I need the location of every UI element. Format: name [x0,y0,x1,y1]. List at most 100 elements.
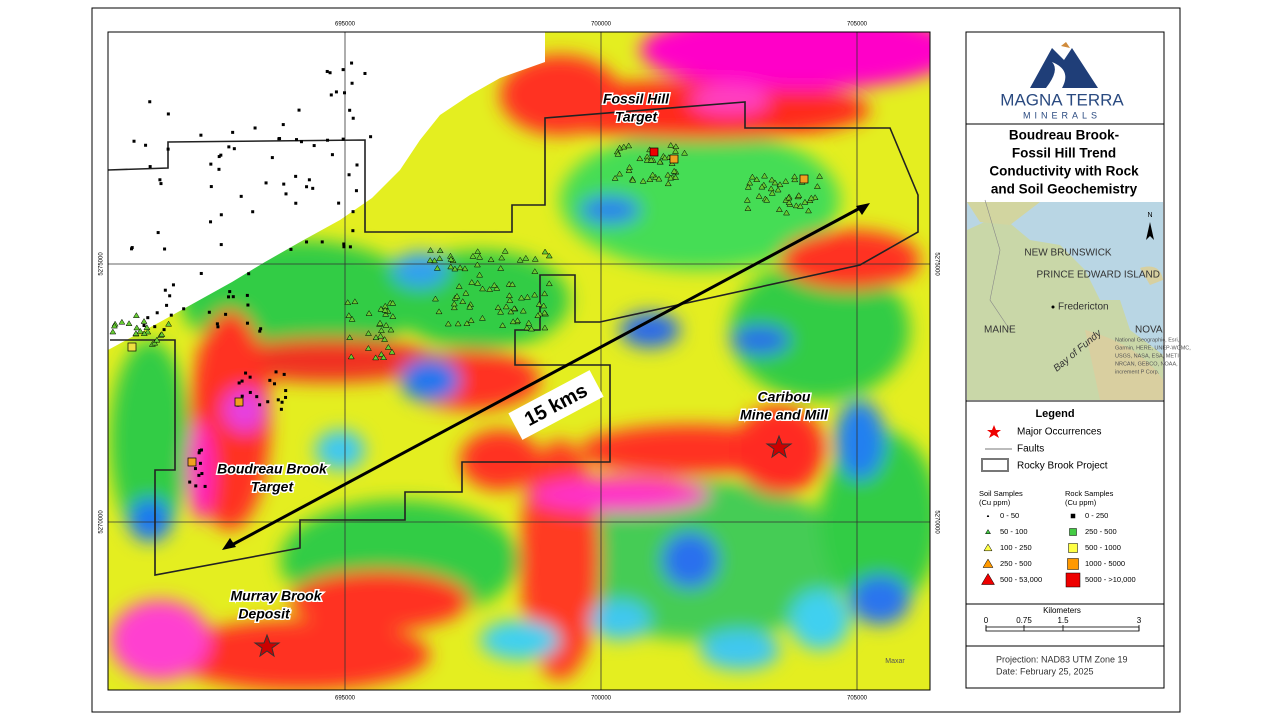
rock-sample [245,321,249,325]
soil-sample [110,322,118,329]
soil-sample [646,176,654,182]
soil-sample [498,254,506,261]
rock-sample [219,243,223,247]
rock-sample [341,137,345,141]
rock-sample [253,126,257,130]
rock-symbol [1068,543,1078,553]
rock-sample [305,240,309,244]
rock-sample [244,371,248,375]
rock-sample [203,484,207,488]
soil-sample [144,328,152,335]
soil-sample [667,141,675,148]
inset-label: PRINCE EDWARD ISLAND [1036,270,1160,281]
soil-sample [510,305,518,311]
rock-sample [369,135,373,139]
rock-symbol [1070,513,1076,519]
soil-sample [672,148,679,154]
rock-sample [251,210,255,214]
project-boundary [108,101,919,576]
soil-sample [431,257,438,264]
conductivity-patch [128,498,172,542]
conductivity-patch [580,196,640,224]
rock-sample [217,155,221,159]
grid-label: 695000 [335,22,356,28]
rock-sample [215,322,219,326]
inset-city [1051,305,1055,309]
legend-classes: 0 - 50 0 - 250 50 - 100 250 - 500 100 - 250 5… [981,511,1136,588]
soil-sample [384,343,392,350]
rock-sample [146,316,150,320]
rock-sample [216,325,220,329]
rock-sample [350,61,354,65]
soil-sample [768,189,776,196]
conductivity-patch [110,600,210,680]
rock-sample [163,247,167,251]
soil-sample [346,334,354,341]
title: and Soil Geochemistry [991,182,1138,197]
rock-sample [294,174,298,178]
soil-sample [109,328,117,335]
soil-title: Soil Samples [979,489,1023,498]
soil-sample [377,305,385,312]
rock-sample [199,448,203,452]
grid-label: 5270000 [99,510,105,534]
soil-sample [519,307,527,314]
soil-sample [744,183,752,190]
soil-sample [388,348,396,355]
soil-sample [461,265,469,272]
soil-sample [499,322,507,328]
soil-sample [805,207,812,214]
imagery-credit: Maxar [885,658,905,665]
legend-item: Rocky Brook Project [1017,461,1108,472]
soil-sample [527,325,535,332]
soil-sample [505,292,513,299]
inset-map: NEW BRUNSWICK Fredericton MAINE PRINCE E… [967,199,1191,400]
soil-symbol [985,529,991,534]
soil-sample [531,291,539,298]
soil-sample [469,252,477,259]
soil-sample [478,314,486,321]
conductivity-patch [110,340,190,540]
rock-sample [132,139,136,143]
soil-sample [611,174,619,181]
rock-sample [341,68,345,72]
soil-sample [153,336,161,343]
rock-class: 250 - 500 [1085,527,1117,536]
rock-sample [342,245,346,249]
logo-river [1046,62,1066,88]
soil-sample [763,196,771,203]
soil-sample [534,312,542,319]
conductivity-patch [640,32,930,90]
soil-sample [545,280,553,287]
soil-sample [775,206,783,212]
soil-sample [487,256,495,263]
target-label: Target [251,479,295,495]
rock-symbol [1069,528,1077,536]
conductivity [110,32,930,690]
soil-sample [523,293,531,300]
conductivity-patch [620,312,680,348]
legend-star [987,425,1001,438]
soil-sample [522,254,530,261]
soil-sample [545,252,553,259]
soil-sample [791,176,799,183]
attribution: NRCAN, GEBCO, NOAA, [1115,361,1178,367]
inset-label: MAINE [984,325,1016,336]
soil-sample [463,320,471,326]
rock-sample [207,310,211,314]
attribution: USGS, NASA, ESA, METI, [1115,353,1181,359]
logo-sun [1061,42,1070,48]
soil-sample [486,286,494,292]
soil-sample [351,298,359,305]
north-arrow [1146,222,1154,240]
soil-sample [473,261,481,268]
rock-sample [307,178,311,182]
soil-sample [664,171,672,178]
soil-sample [620,143,628,150]
soil-sample [761,172,768,179]
soil-sample [372,354,380,361]
soil-sample [447,255,455,262]
soil-class: 100 - 250 [1000,543,1032,552]
soil-sample [791,173,798,180]
title: Conductivity with Rock [989,164,1139,179]
